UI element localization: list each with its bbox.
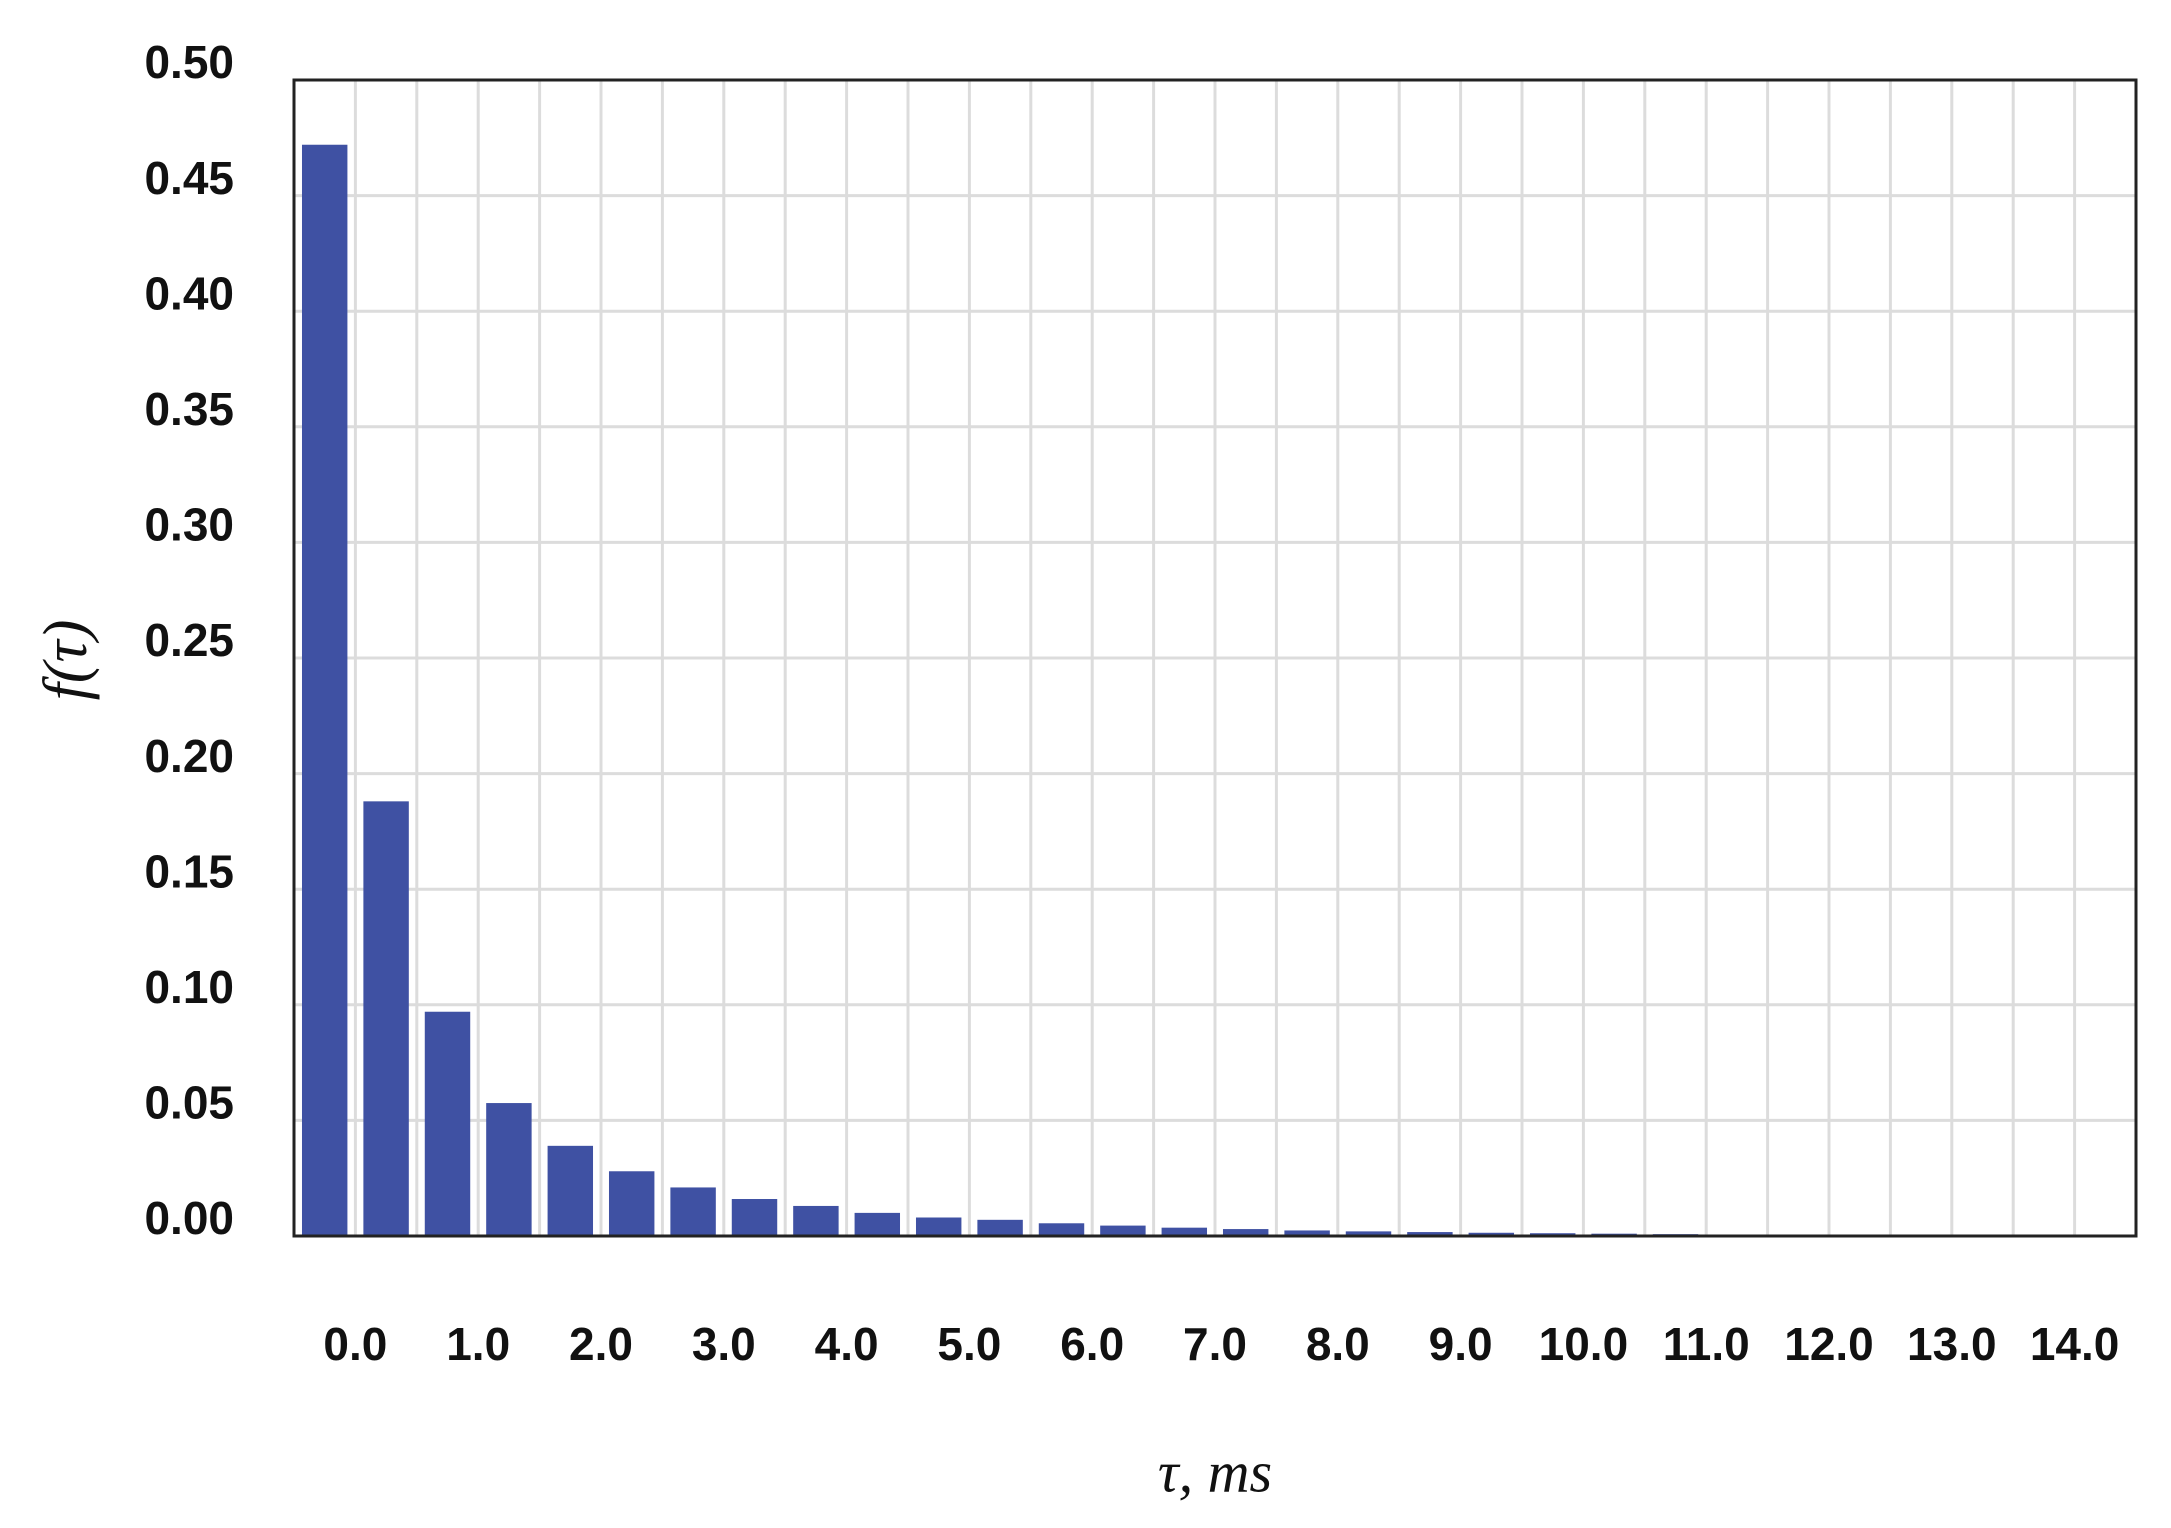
bar (1407, 1232, 1453, 1236)
x-tick-label: 10.0 (1539, 1318, 1629, 1370)
x-axis-label: τ, ms (1158, 1439, 1272, 1504)
x-tick-label: 6.0 (1060, 1318, 1124, 1370)
x-tick-label: 3.0 (692, 1318, 756, 1370)
x-tick-label: 14.0 (2030, 1318, 2120, 1370)
y-tick-label: 0.00 (144, 1192, 234, 1244)
y-tick-label: 0.50 (144, 36, 234, 88)
bar (1468, 1232, 1515, 1236)
x-tick-label: 11.0 (1663, 1318, 1750, 1370)
plot-frame (292, 78, 2138, 1238)
x-tick-label: 4.0 (815, 1318, 879, 1370)
x-tick-label: 9.0 (1429, 1318, 1493, 1370)
x-tick-label: 2.0 (569, 1318, 633, 1370)
bar (854, 1212, 901, 1236)
y-tick-label: 0.15 (144, 845, 234, 897)
bar (1284, 1230, 1330, 1236)
x-tick-label: 1.0 (446, 1318, 510, 1370)
y-tick-label: 0.40 (144, 267, 234, 319)
bar (1222, 1229, 1269, 1236)
bar (301, 144, 348, 1237)
x-tick-label: 8.0 (1306, 1318, 1370, 1370)
y-tick-label: 0.05 (144, 1077, 234, 1129)
x-tick-label: 5.0 (937, 1318, 1001, 1370)
y-tick-label: 0.30 (144, 499, 234, 551)
bar (424, 1011, 471, 1236)
bar (363, 801, 409, 1236)
y-tick-label: 0.35 (144, 383, 234, 435)
x-tick-label: 12.0 (1784, 1318, 1874, 1370)
bar (1345, 1231, 1392, 1236)
bar (670, 1187, 716, 1236)
bar (915, 1217, 962, 1236)
y-tick-label: 0.10 (144, 961, 234, 1013)
bar (1038, 1223, 1085, 1236)
y-tick-label: 0.25 (144, 614, 234, 666)
x-tick-label: 0.0 (323, 1318, 387, 1370)
y-tick-label: 0.20 (144, 730, 234, 782)
bar (731, 1199, 778, 1236)
bar (977, 1219, 1023, 1236)
y-tick-label: 0.45 (144, 152, 234, 204)
bar (486, 1103, 532, 1236)
y-axis-label: f(τ) (32, 620, 100, 701)
bar (1100, 1225, 1146, 1236)
bar (793, 1205, 839, 1236)
x-tick-label: 13.0 (1907, 1318, 1997, 1370)
bar (608, 1171, 655, 1236)
x-tick-label: 7.0 (1183, 1318, 1247, 1370)
bar (1161, 1227, 1208, 1236)
bar (547, 1145, 594, 1236)
